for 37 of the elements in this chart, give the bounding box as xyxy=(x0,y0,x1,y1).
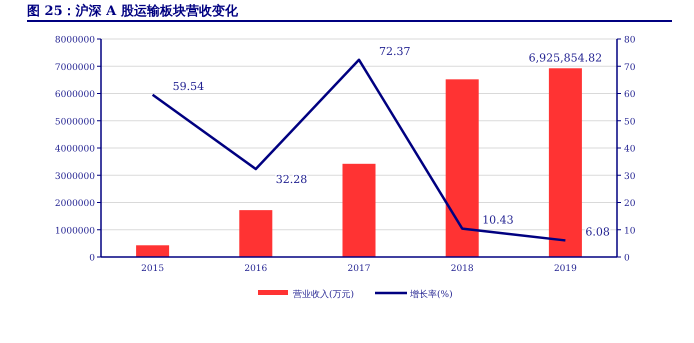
y-tick-label: 5000000 xyxy=(54,117,96,128)
data-label: 6,925,854.82 xyxy=(528,51,602,64)
y2-tick-label: 30 xyxy=(624,172,636,182)
y2-tick-label: 20 xyxy=(624,199,636,209)
x-tick-label: 2016 xyxy=(244,264,268,274)
x-tick-label: 2017 xyxy=(348,264,371,274)
y2-tick-label: 70 xyxy=(624,62,636,73)
bar xyxy=(548,68,582,257)
y2-tick-label: 80 xyxy=(624,36,636,46)
y-tick-label: 2000000 xyxy=(54,199,96,209)
y-tick-label: 0 xyxy=(89,254,96,264)
y-tick-label: 1000000 xyxy=(54,226,96,236)
y2-tick-label: 50 xyxy=(624,117,636,128)
y2-tick-label: 0 xyxy=(624,254,630,264)
chart-title: 图 25：沪深 A 股运输板块营收变化 xyxy=(27,3,239,19)
bar xyxy=(342,164,376,257)
data-label: 72.37 xyxy=(379,44,410,58)
y2-tick-label: 40 xyxy=(624,144,636,154)
bar xyxy=(446,79,479,257)
legend-label: 营业收入(万元) xyxy=(293,289,354,300)
y2-tick-label: 10 xyxy=(624,226,636,236)
bar xyxy=(239,210,272,257)
x-tick-label: 2015 xyxy=(141,264,164,274)
y-tick-label: 7000000 xyxy=(54,62,96,73)
x-tick-label: 2019 xyxy=(554,264,578,274)
data-label: 32.28 xyxy=(276,173,308,186)
y-tick-label: 3000000 xyxy=(54,172,96,182)
y-tick-label: 8000000 xyxy=(54,36,96,46)
legend-label: 增长率(%) xyxy=(409,289,453,300)
data-label: 59.54 xyxy=(172,80,204,93)
y-tick-label: 4000000 xyxy=(54,144,96,154)
data-label: 10.43 xyxy=(482,214,514,227)
data-label: 6.08 xyxy=(585,225,610,238)
y-tick-label: 6000000 xyxy=(54,90,96,100)
x-tick-label: 2018 xyxy=(450,264,474,274)
bar xyxy=(136,245,170,257)
y2-tick-label: 60 xyxy=(624,90,636,100)
